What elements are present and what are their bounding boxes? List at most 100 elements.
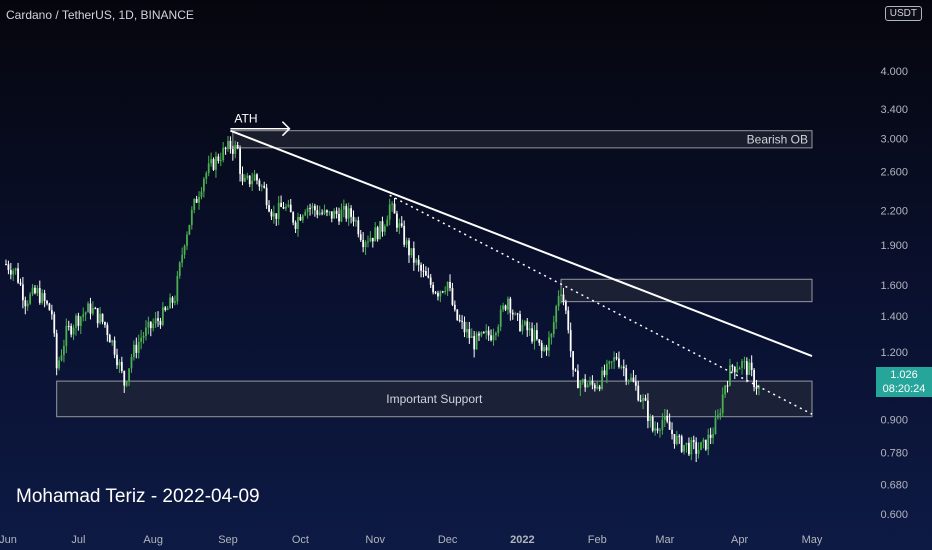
time-tick-label: Dec bbox=[438, 534, 458, 546]
candle-body bbox=[446, 281, 449, 292]
candle-body bbox=[620, 366, 623, 368]
candle-body bbox=[473, 336, 476, 350]
candle-body bbox=[589, 380, 591, 385]
candle-body bbox=[17, 268, 19, 283]
candle-body bbox=[75, 315, 77, 328]
candle-body bbox=[432, 284, 435, 293]
candle-body bbox=[309, 207, 311, 209]
candle-body bbox=[145, 327, 147, 336]
last-price-tag: 1.026 08:20:24 bbox=[876, 367, 932, 397]
candle-body bbox=[528, 328, 531, 331]
candle-body bbox=[229, 140, 232, 149]
candle-body bbox=[668, 421, 671, 430]
candle-body bbox=[248, 175, 251, 185]
candle-body bbox=[53, 314, 56, 334]
dotted-trendline bbox=[389, 194, 813, 415]
candle-body bbox=[424, 271, 427, 276]
candle-body bbox=[388, 204, 391, 220]
candle-body bbox=[313, 205, 316, 211]
candle-body bbox=[502, 305, 505, 310]
candle-body bbox=[120, 361, 123, 372]
candle-body bbox=[352, 216, 355, 222]
candle-body bbox=[478, 333, 480, 336]
candle-body bbox=[89, 303, 92, 314]
candle-body bbox=[386, 219, 389, 227]
currency-badge[interactable]: USDT bbox=[884, 6, 922, 21]
candle-body bbox=[101, 313, 104, 322]
candle-body bbox=[461, 320, 463, 322]
candle-body bbox=[470, 336, 473, 338]
time-tick-label: Oct bbox=[292, 534, 309, 546]
last-price-value: 1.026 bbox=[890, 369, 918, 381]
time-tick-label: May bbox=[802, 534, 823, 546]
candle-body bbox=[453, 304, 456, 310]
candle-body bbox=[132, 344, 135, 358]
candle-body bbox=[65, 325, 68, 346]
candle-body bbox=[729, 365, 731, 386]
candle-body bbox=[412, 248, 415, 263]
candle-body bbox=[618, 358, 620, 367]
price-tick-label: 1.200 bbox=[880, 347, 908, 359]
candle-body bbox=[707, 434, 710, 450]
candle-body bbox=[758, 386, 760, 389]
candle-body bbox=[642, 398, 644, 402]
candle-body bbox=[36, 288, 39, 294]
candle-body bbox=[318, 212, 321, 215]
price-axis[interactable]: 0.600 0.680 0.780 0.900 1.200 1.400 1.600 1.900… bbox=[880, 66, 908, 521]
candle-body bbox=[263, 185, 266, 188]
price-tick-label: 3.000 bbox=[880, 133, 908, 145]
candle-body bbox=[176, 275, 179, 302]
candle-body bbox=[741, 361, 743, 369]
candle-body bbox=[480, 332, 483, 336]
candle-body bbox=[14, 268, 17, 271]
candle-body bbox=[316, 210, 319, 215]
candle-body bbox=[323, 210, 326, 214]
candle-body bbox=[258, 180, 261, 187]
candle-body bbox=[690, 440, 693, 455]
candle-body bbox=[405, 240, 408, 245]
candle-body bbox=[753, 370, 755, 388]
candle-body bbox=[340, 209, 343, 222]
candle-body bbox=[613, 357, 616, 362]
candle-body bbox=[347, 208, 350, 219]
candle-body bbox=[410, 248, 413, 256]
candle-body bbox=[330, 211, 333, 219]
candle-body bbox=[492, 335, 495, 341]
candle-body bbox=[67, 325, 70, 327]
candle-body bbox=[217, 156, 220, 161]
candle-body bbox=[417, 259, 420, 265]
time-tick-label: Jul bbox=[71, 534, 85, 546]
candle-body bbox=[557, 295, 560, 307]
candle-body bbox=[721, 394, 724, 414]
candle-body bbox=[458, 319, 461, 321]
candle-body bbox=[265, 187, 268, 206]
candle-body bbox=[552, 322, 555, 334]
time-tick-label: 2022 bbox=[510, 534, 534, 546]
candle-body bbox=[398, 223, 401, 228]
zone-box bbox=[560, 278, 813, 303]
price-tick-label: 1.900 bbox=[880, 240, 908, 252]
candle-body bbox=[130, 357, 133, 369]
candle-body bbox=[9, 270, 12, 275]
price-tick-label: 2.600 bbox=[880, 167, 908, 179]
candle-body bbox=[350, 208, 352, 217]
candle-body bbox=[355, 220, 357, 222]
candle-body bbox=[60, 355, 63, 361]
candle-body bbox=[695, 442, 698, 454]
symbol-title[interactable]: Cardano / TetherUS, 1D, BINANCE bbox=[6, 8, 194, 22]
candle-body bbox=[675, 436, 678, 444]
time-axis[interactable]: Jun Jul Aug Sep Oct Nov Dec 2022 Feb Mar Apr May bbox=[0, 534, 823, 546]
candle-body bbox=[451, 287, 454, 305]
candle-body bbox=[605, 363, 608, 376]
candle-body bbox=[154, 318, 157, 324]
price-tick-label: 4.000 bbox=[880, 66, 908, 78]
candle-body bbox=[7, 264, 10, 271]
candle-body bbox=[548, 337, 550, 351]
candle-body bbox=[545, 347, 548, 351]
candle-body bbox=[321, 212, 324, 214]
candle-body bbox=[227, 140, 229, 149]
candle-body bbox=[236, 145, 239, 149]
candle-body bbox=[212, 159, 215, 170]
candle-body bbox=[91, 308, 94, 314]
